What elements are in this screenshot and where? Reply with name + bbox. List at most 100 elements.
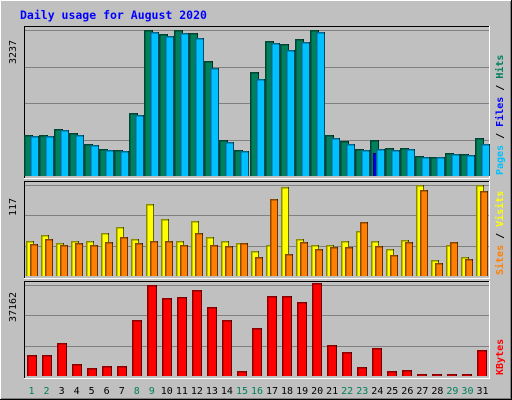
x-tick-24: 24 — [371, 386, 383, 397]
legend-visits: Visits — [494, 191, 506, 227]
panel-hits-bars — [24, 30, 490, 176]
bar-kbytes-day-23 — [357, 367, 367, 376]
bar-pages-day-4 — [75, 135, 84, 176]
bar-sites-day-28 — [435, 263, 443, 276]
bar-kbytes-day-30 — [462, 374, 472, 376]
bar-pages-day-8 — [135, 115, 144, 176]
panel-kbytes-legend: KBytes — [495, 339, 506, 375]
bar-pages-day-29 — [451, 154, 460, 176]
bar-sites-day-3 — [60, 245, 68, 276]
bar-sites-day-7 — [120, 237, 128, 276]
bar-kbytes-day-7 — [117, 366, 127, 376]
bar-sites-day-5 — [90, 245, 98, 276]
legend-kbytes: KBytes — [495, 339, 506, 375]
bar-pages-day-1 — [30, 136, 39, 176]
x-tick-22: 22 — [341, 386, 353, 397]
bar-sites-day-21 — [330, 247, 338, 276]
x-tick-8: 8 — [134, 386, 140, 397]
bar-sites-day-23 — [360, 222, 368, 276]
bar-kbytes-day-25 — [387, 371, 397, 376]
x-tick-16: 16 — [251, 386, 263, 397]
bar-sites-day-14 — [225, 246, 233, 276]
bar-sites-day-8 — [135, 243, 143, 276]
x-tick-4: 4 — [74, 386, 80, 397]
x-tick-21: 21 — [326, 386, 338, 397]
chart-title: Daily usage for August 2020 — [20, 8, 207, 22]
panel-hits: 3237 Pages / Files / Hits — [8, 26, 506, 179]
bar-sites-day-4 — [75, 243, 83, 276]
bar-kbytes-day-4 — [72, 364, 82, 376]
legend-separator: / — [495, 127, 506, 145]
x-tick-25: 25 — [386, 386, 398, 397]
legend-files: Files — [494, 97, 506, 127]
bar-pages-day-10 — [165, 36, 174, 176]
bar-pages-day-11 — [180, 33, 189, 176]
x-tick-6: 6 — [104, 386, 110, 397]
x-tick-28: 28 — [431, 386, 443, 397]
bar-pages-day-7 — [120, 151, 129, 176]
bar-kbytes-day-19 — [297, 302, 307, 376]
x-tick-14: 14 — [221, 386, 233, 397]
x-tick-12: 12 — [191, 386, 203, 397]
bar-pages-day-15 — [240, 151, 249, 176]
bar-kbytes-day-27 — [417, 374, 427, 376]
bar-sites-day-30 — [465, 259, 473, 276]
x-tick-7: 7 — [119, 386, 125, 397]
x-tick-9: 9 — [149, 386, 155, 397]
x-tick-15: 15 — [236, 386, 248, 397]
bar-pages-day-13 — [210, 68, 219, 176]
bar-sites-day-17 — [270, 199, 278, 276]
bar-pages-day-22 — [346, 144, 355, 176]
bar-kbytes-day-2 — [42, 355, 52, 376]
bar-kbytes-day-9 — [147, 285, 157, 376]
bar-visits-day-9 — [146, 204, 154, 276]
panel-visits-max-label: 117 — [8, 198, 19, 216]
bar-kbytes-day-24 — [372, 348, 382, 376]
bar-visits-day-18 — [281, 187, 289, 276]
bar-sites-day-26 — [405, 242, 413, 276]
bar-kbytes-day-17 — [267, 296, 277, 376]
x-tick-17: 17 — [266, 386, 278, 397]
bar-pages-day-19 — [301, 42, 310, 176]
bar-pages-day-18 — [286, 50, 295, 176]
bar-pages-day-23 — [361, 150, 370, 176]
bar-pages-day-16 — [256, 79, 265, 176]
bar-kbytes-day-16 — [252, 328, 262, 376]
x-tick-3: 3 — [59, 386, 65, 397]
bar-sites-day-1 — [30, 244, 38, 276]
bar-kbytes-day-8 — [132, 320, 142, 376]
bar-pages-day-6 — [105, 150, 114, 176]
x-tick-1: 1 — [29, 386, 35, 397]
bar-pages-day-2 — [45, 136, 54, 176]
bar-pages-day-30 — [466, 155, 475, 176]
svg-text:Pages / Files / Hits: Pages / Files / Hits — [494, 55, 506, 175]
x-tick-26: 26 — [401, 386, 413, 397]
bar-pages-day-26 — [406, 149, 415, 176]
bar-sites-day-6 — [105, 242, 113, 276]
panel-kbytes-bars — [27, 283, 487, 376]
bar-kbytes-day-11 — [177, 297, 187, 376]
panel-hits-legend: Pages / Files / Hits — [494, 55, 506, 175]
svg-text:KBytes: KBytes — [495, 339, 506, 375]
panel-kbytes: 37162 KBytes — [8, 281, 506, 379]
x-tick-11: 11 — [176, 386, 188, 397]
legend-hits: Hits — [494, 55, 506, 79]
svg-text:Sites / Visits: Sites / Visits — [494, 191, 506, 275]
bar-sites-day-13 — [210, 245, 218, 276]
bar-pages-day-9 — [150, 32, 159, 176]
legend-pages: Pages — [495, 145, 506, 175]
x-tick-23: 23 — [356, 386, 368, 397]
chart-panels: 3237 Pages / Files / Hits 117 Sites / Visit… — [8, 26, 506, 379]
bar-pages-day-3 — [60, 130, 69, 176]
x-tick-29: 29 — [446, 386, 458, 397]
x-tick-13: 13 — [206, 386, 218, 397]
bar-pages-day-24 — [376, 149, 385, 176]
bar-sites-day-25 — [390, 255, 398, 276]
bar-pages-day-21 — [331, 138, 340, 176]
bar-pages-day-25 — [391, 150, 400, 176]
x-tick-20: 20 — [311, 386, 323, 397]
bar-pages-day-27 — [421, 157, 430, 176]
bar-sites-day-31 — [480, 191, 488, 276]
x-tick-27: 27 — [416, 386, 428, 397]
